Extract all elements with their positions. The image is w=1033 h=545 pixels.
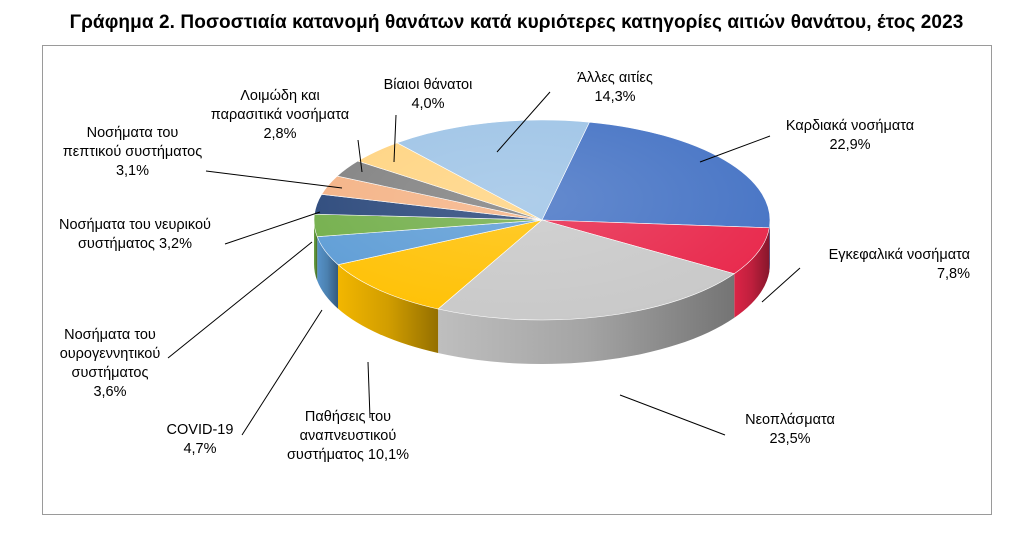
pie-wall-shade-covid xyxy=(317,236,338,309)
label-ourogennitiko: Νοσήματα του ουρογεννητικού συστήματος 3… xyxy=(45,326,175,402)
label-alles-name: Άλλες αιτίες xyxy=(577,70,653,86)
pie-top-shine xyxy=(314,120,770,320)
pie-wall-shade-neoplasmata xyxy=(438,273,735,364)
label-neoplasmata: Νεοπλάσματα 23,5% xyxy=(735,411,845,449)
label-anapneustiko-line1: Παθήσεις του xyxy=(304,409,392,425)
leader-line-loimodi xyxy=(357,139,363,173)
label-anapneustiko-line3: συστήματος 10,1% xyxy=(286,447,410,463)
label-loimodi-line1: Λοιμώδη και xyxy=(240,88,320,104)
label-covid-name: COVID-19 xyxy=(166,422,234,438)
chart-title: Γράφημα 2. Ποσοστιαία κατανομή θανάτων κ… xyxy=(69,12,964,33)
label-peptiko-line1: Νοσήματα του xyxy=(86,125,179,141)
leader-line-anapneustiko xyxy=(367,361,371,419)
label-peptiko: Νοσήματα του πεπτικού συστήματος 3,1% xyxy=(50,124,215,181)
leader-line-peptiko xyxy=(205,170,343,189)
label-neuriko-line2: συστήματος 3,2% xyxy=(77,236,192,252)
leader-line-neuriko xyxy=(224,211,321,245)
label-kardiaka-value: 22,9% xyxy=(829,137,871,153)
label-enkefalika: Εγκεφαλικά νοσήματα 7,8% xyxy=(790,246,970,284)
pie-wall-shade-kardiaka xyxy=(769,220,770,272)
label-ourogennitiko-line4: 3,6% xyxy=(93,384,127,400)
label-biaioi-name: Βίαιοι θάνατοι xyxy=(383,77,473,93)
label-ourogennitiko-line1: Νοσήματα του xyxy=(64,327,156,343)
leader-line-kardiaka xyxy=(699,135,771,163)
label-loimodi-line3: 2,8% xyxy=(263,126,297,142)
label-anapneustiko-line2: αναπνευστικού xyxy=(299,428,397,444)
label-alles: Άλλες αιτίες 14,3% xyxy=(555,69,675,107)
label-peptiko-line3: 3,1% xyxy=(115,163,150,179)
pie-wall-shade-enkefalika xyxy=(734,227,770,318)
label-neoplasmata-name: Νεοπλάσματα xyxy=(745,412,835,428)
label-anapneustiko: Παθήσεις του αναπνευστικού συστήματος 10… xyxy=(268,408,428,465)
leader-line-alles xyxy=(496,91,551,153)
label-biaioi-value: 4,0% xyxy=(411,96,445,112)
label-kardiaka: Καρδιακά νοσήματα 22,9% xyxy=(770,117,930,155)
leader-line-enkefalika xyxy=(761,267,801,303)
label-peptiko-line2: πεπτικού συστήματος xyxy=(62,144,203,160)
label-alles-value: 14,3% xyxy=(594,89,636,105)
label-loimodi-line2: παρασιτικά νοσήματα xyxy=(210,107,350,123)
label-neuriko: Νοσήματα του νευρικού συστήματος 3,2% xyxy=(45,216,225,254)
label-biaioi: Βίαιοι θάνατοι 4,0% xyxy=(368,76,488,114)
label-loimodi: Λοιμώδη και παρασιτικά νοσήματα 2,8% xyxy=(195,87,365,144)
label-covid-value: 4,7% xyxy=(183,441,217,457)
label-ourogennitiko-line3: συστήματος xyxy=(71,365,149,381)
label-neoplasmata-value: 23,5% xyxy=(769,431,811,447)
pie-wall-shade-anapneustiko xyxy=(337,264,439,354)
leader-line-ourogennitiko xyxy=(167,241,313,359)
leader-line-biaioi xyxy=(393,114,397,163)
label-enkefalika-value: 7,8% xyxy=(936,266,970,282)
label-neuriko-line1: Νοσήματα του νευρικού xyxy=(59,217,211,233)
leader-line-neoplasmata xyxy=(619,394,726,436)
label-enkefalika-name: Εγκεφαλικά νοσήματα xyxy=(828,247,970,263)
label-kardiaka-name: Καρδιακά νοσήματα xyxy=(785,118,915,134)
label-ourogennitiko-line2: ουρογεννητικού xyxy=(59,346,161,362)
leader-line-covid xyxy=(241,309,323,436)
label-covid: COVID-19 4,7% xyxy=(160,421,240,459)
